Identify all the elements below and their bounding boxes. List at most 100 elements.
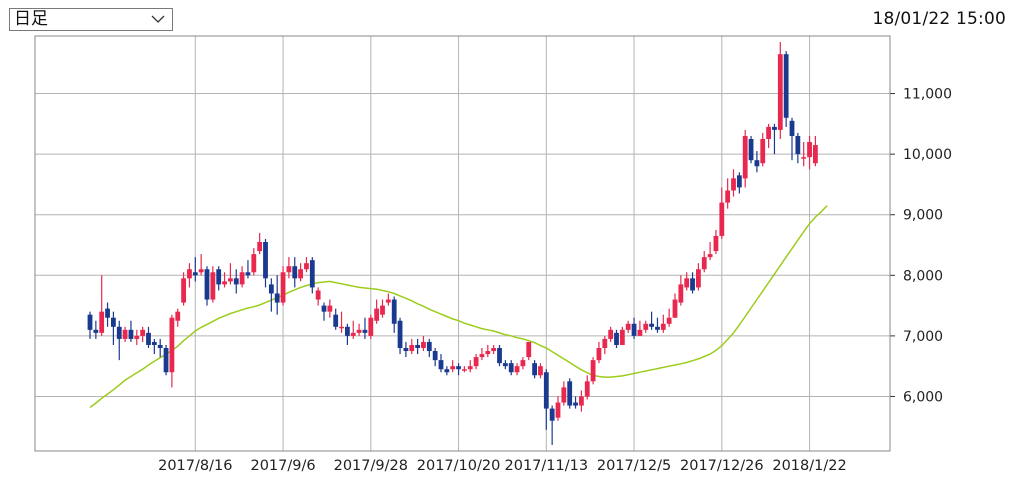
candle [479,348,485,361]
candle-body [444,369,450,373]
candle [105,302,110,327]
candle-body [426,341,432,352]
candle-body [497,348,502,364]
candle [532,360,537,379]
candle [456,363,461,376]
candle [502,360,508,370]
candle [362,317,368,339]
candle [538,363,543,379]
candle-body [467,366,473,370]
candle-body [614,332,619,345]
candle-body [637,329,643,336]
candle-body [561,387,567,403]
candle [485,344,491,358]
candle-body [345,326,350,336]
candle [233,269,239,294]
candle-body [432,351,438,361]
candle [204,266,210,306]
candle-body [204,269,210,300]
candle-body [655,326,660,330]
candle [777,42,783,139]
candle [187,263,192,288]
candle [222,272,227,288]
candle [643,320,649,333]
candle-body [385,299,391,303]
candle-body [649,323,654,327]
candle [596,341,602,364]
candle [497,344,502,367]
candle-body [514,366,520,373]
candle-body [286,266,292,273]
candle [93,320,99,339]
candle [380,299,385,318]
candle-body [251,254,257,273]
y-tick-label: 11,000 [903,87,952,103]
candle-body [748,138,754,161]
candle [514,363,520,376]
candle [725,178,731,209]
candle [415,338,420,355]
candle-body [783,54,789,118]
candle [450,360,456,373]
candle [701,251,707,273]
candle-body [333,314,339,327]
candle [526,341,532,361]
candle [192,257,198,282]
candle-body [421,341,426,349]
candle-body [590,360,596,382]
candle-body [339,326,344,329]
candle-body [508,363,514,373]
candle-body [543,372,549,409]
candle-body [245,272,251,276]
candle [128,320,134,342]
candle-body [725,190,731,203]
candle [274,275,280,315]
candle [801,142,807,167]
candle [672,293,678,318]
candle-body [707,254,713,258]
candle-body [105,308,110,318]
candle-body [175,311,181,321]
candle-body [321,305,327,312]
candle-body [222,281,227,285]
chevron-down-icon [151,15,165,23]
y-tick-label: 8,000 [903,268,943,284]
candle-body [140,329,146,336]
candle-body [157,344,163,349]
candle [631,317,637,339]
candle [368,314,374,339]
candle-body [187,269,192,279]
candle-body [298,269,303,279]
candle-body [216,269,222,285]
candle [783,51,789,127]
candle [157,338,163,358]
candle [660,314,666,333]
candle-body [789,120,795,136]
candle-body [491,348,497,352]
candle-body [99,311,105,333]
candle [789,117,795,161]
timestamp: 18/01/22 15:00 [872,9,1006,29]
candle-body [672,299,678,318]
candle [356,323,362,336]
y-tick-label: 10,000 [903,147,952,163]
candle-body [350,332,356,336]
candle [772,123,777,155]
candle-body [362,329,368,333]
candle-body [678,284,684,303]
candle [426,338,432,358]
candle [309,257,315,294]
candle-body [134,335,140,339]
candle-body [579,396,584,406]
candle [397,317,403,355]
x-tick-label: 2017/12/26 [680,458,764,474]
candle [508,360,514,376]
candle [543,369,549,430]
candle-body [772,126,777,130]
candle-body [795,135,801,155]
period-select[interactable]: 日足 [9,8,173,31]
candle [549,405,555,445]
candle-body [93,329,99,333]
candle [280,266,286,306]
candle [748,135,754,164]
